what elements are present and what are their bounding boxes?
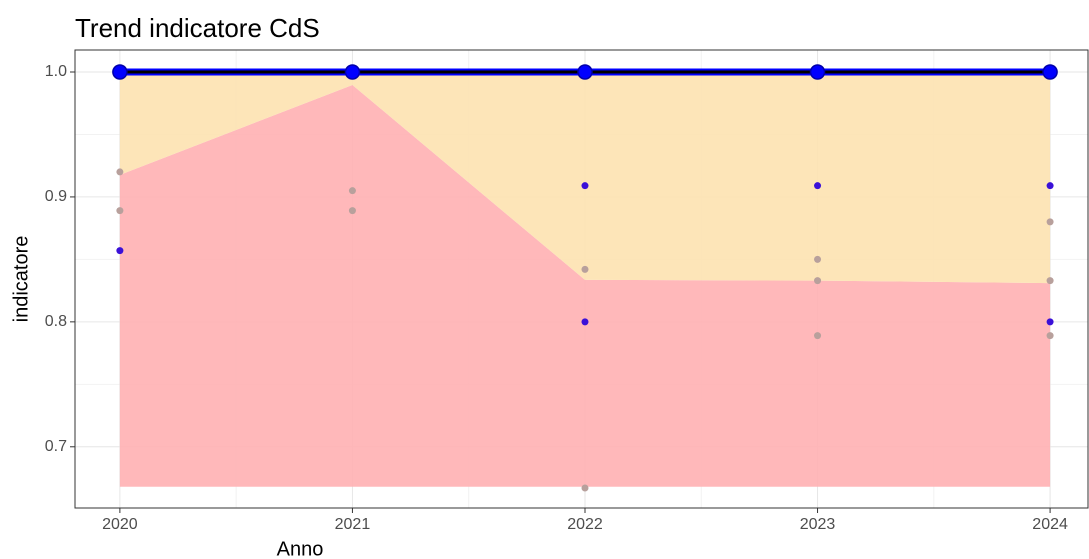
series-point [112,64,128,80]
y-tick-label: 0.9 [45,188,67,205]
area [119,84,1051,487]
point [116,207,124,215]
point [116,247,124,255]
x-tick-label: 2022 [567,516,603,533]
point [814,277,822,285]
point [348,187,356,195]
x-tick-label: 2021 [335,516,371,533]
series-point [577,64,593,80]
point [581,484,589,492]
point [814,332,822,340]
point [581,182,589,190]
x-tick-label: 2023 [800,516,836,533]
area [119,71,1051,284]
point [581,318,589,326]
y-tick-label: 0.7 [45,438,67,455]
x-tick-label: 2024 [1032,516,1068,533]
point [581,265,589,273]
point [1046,318,1054,326]
y-tick-label: 1.0 [45,63,67,80]
point [116,168,124,176]
plot-border [74,49,1089,509]
chart-title: Trend indicatore CdS [75,13,320,43]
series-point [344,64,361,80]
point [1046,332,1054,340]
point [1046,277,1054,285]
point [348,207,356,215]
series-point [1042,64,1058,80]
point [1046,182,1054,190]
y-axis-label: indicatore [10,236,32,323]
point [1046,218,1054,226]
series-point [809,64,826,80]
point [814,182,822,190]
point [814,255,822,263]
x-tick-label: 2020 [102,516,138,533]
y-tick-label: 0.8 [45,313,67,330]
x-axis-label: Anno [277,538,324,559]
